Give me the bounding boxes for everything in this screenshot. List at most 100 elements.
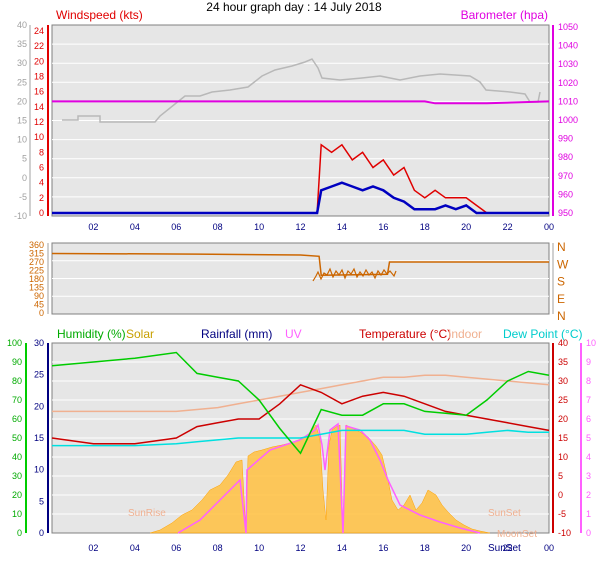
x-tick-label: 06 — [171, 222, 181, 232]
uv-tick: 7 — [586, 395, 591, 405]
uv-tick: 3 — [586, 471, 591, 481]
barometer-line — [52, 100, 550, 105]
rain-tick: 10 — [34, 465, 44, 475]
temp-series — [51, 351, 550, 455]
baro-tick: 1020 — [558, 78, 578, 88]
x-tick-label: 00 — [544, 222, 554, 232]
baro-tick: 1010 — [558, 96, 578, 106]
rain-tick-labels: 30 25 20 15 10 5 0 — [34, 338, 44, 538]
compass-label: W — [557, 257, 569, 271]
rain-tick: 20 — [34, 401, 44, 411]
uv-tick: 9 — [586, 357, 591, 367]
humidity-line — [51, 351, 550, 455]
humidity-tick: 50 — [12, 433, 22, 443]
wind-tick: 14 — [34, 102, 44, 112]
x-tick-label: 22 — [503, 543, 513, 553]
temp-tick: 35 — [558, 357, 568, 367]
temp-tick-labels: 40 35 30 25 20 15 10 5 0 -5 -10 — [558, 338, 571, 538]
rain-tick: 15 — [34, 433, 44, 443]
x-tick-label: 08 — [213, 543, 223, 553]
solar-area — [149, 424, 491, 534]
dewpoint-line — [52, 429, 549, 447]
uv-tick: 2 — [586, 490, 591, 500]
wind-outer-tick: 10 — [17, 135, 27, 145]
temp-tick: 10 — [558, 452, 568, 462]
baro-tick-labels: 1050 1040 1030 1020 1010 1000 990 980 970 960 950 — [558, 22, 578, 218]
wind-tick: 24 — [34, 26, 44, 36]
wind-tick: 10 — [34, 132, 44, 142]
x-tick-label: 04 — [130, 222, 140, 232]
x-tick-label: 12 — [295, 543, 305, 553]
direction-tick: 180 — [29, 274, 44, 284]
uv-tick: 6 — [586, 414, 591, 424]
wind-tick: 2 — [39, 193, 44, 203]
wind-tick: 16 — [34, 87, 44, 97]
baro-tick: 1000 — [558, 115, 578, 125]
rain-tick: 0 — [39, 528, 44, 538]
temp-tick: 5 — [558, 471, 563, 481]
baro-tick: 990 — [558, 134, 573, 144]
moonset-annotation: MoonSet — [497, 529, 537, 540]
x-tick-label: 08 — [213, 222, 223, 232]
humidity-tick: 40 — [12, 452, 22, 462]
x-tick-label: 10 — [254, 543, 264, 553]
baro-tick: 980 — [558, 152, 573, 162]
legend-rainfall: Rainfall (mm) — [201, 327, 272, 341]
compass-label: S — [557, 275, 565, 289]
legend-humidity: Humidity (%) — [57, 327, 126, 341]
temp-tick: 30 — [558, 376, 568, 386]
wind-x-tick-labels: 02 04 06 08 10 12 14 16 18 20 22 00 — [88, 222, 554, 232]
humidity-tick: 90 — [12, 357, 22, 367]
humidity-tick: 100 — [7, 338, 22, 348]
direction-tick: 135 — [29, 283, 44, 293]
sunset-annotation: SunSet — [488, 508, 521, 519]
temp-tick: 25 — [558, 395, 568, 405]
baro-tick: 1030 — [558, 59, 578, 69]
direction-tick: 0 — [39, 308, 44, 318]
humidity-tick: 20 — [12, 490, 22, 500]
baro-tick: 950 — [558, 208, 573, 218]
wind-outer-tick: 5 — [22, 154, 27, 164]
x-tick-label: 14 — [337, 222, 347, 232]
compass-label: E — [557, 292, 565, 306]
humidity-tick: 80 — [12, 376, 22, 386]
baro-axis-label: Barometer (hpa) — [461, 8, 548, 22]
wind-tick: 6 — [39, 163, 44, 173]
x-tick-label: 18 — [420, 222, 430, 232]
rain-tick: 30 — [34, 338, 44, 348]
direction-line — [51, 252, 549, 276]
direction-tick: 90 — [34, 291, 44, 301]
direction-tick: 315 — [29, 249, 44, 259]
wind-series — [52, 100, 550, 215]
x-tick-label: 04 — [130, 543, 140, 553]
x-tick-label: 14 — [337, 543, 347, 553]
pressure-trace-line — [62, 58, 541, 123]
x-tick-label: 02 — [88, 222, 98, 232]
wind-tick: 4 — [39, 178, 44, 188]
x-tick-label: 16 — [378, 543, 388, 553]
baro-tick: 1040 — [558, 41, 578, 51]
wind-outer-tick: 15 — [17, 116, 27, 126]
wind-outer-tick-labels: 40 35 30 25 20 15 10 5 0 -5 -10 — [14, 20, 27, 221]
wind-outer-tick: 25 — [17, 77, 27, 87]
sunset-axis-annotation: SunSet — [488, 543, 521, 554]
wind-tick: 20 — [34, 56, 44, 66]
wind-outer-tick: 40 — [17, 20, 27, 30]
x-tick-label: 22 — [503, 222, 513, 232]
temp-tick: 0 — [558, 490, 563, 500]
x-tick-label: 16 — [378, 222, 388, 232]
direction-series — [51, 252, 549, 276]
legend-indoor: Indoor — [448, 327, 482, 341]
uv-line — [177, 422, 481, 534]
direction-tick: 360 — [29, 240, 44, 250]
wind-outer-tick: -10 — [14, 211, 27, 221]
x-tick-label: 10 — [254, 222, 264, 232]
rain-tick: 25 — [34, 370, 44, 380]
wind-tick: 18 — [34, 72, 44, 82]
wind-outer-tick: 0 — [22, 173, 27, 183]
uv-tick: 5 — [586, 433, 591, 443]
humidity-tick: 60 — [12, 414, 22, 424]
